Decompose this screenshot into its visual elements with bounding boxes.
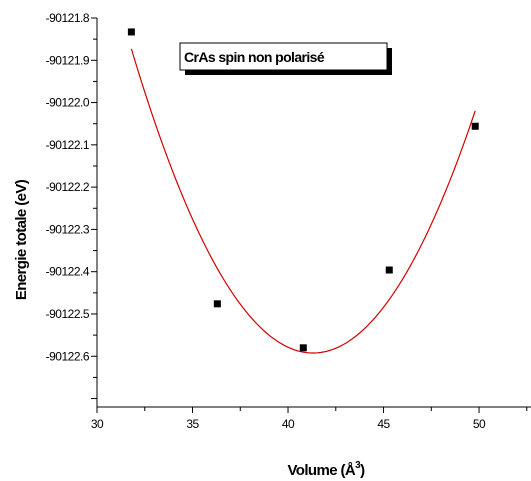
x-axis-title: Volume (Å3) bbox=[287, 460, 365, 479]
y-tick-label: -90122.0 bbox=[46, 96, 90, 110]
legend-box bbox=[179, 42, 388, 71]
x-tick-label: 30 bbox=[91, 417, 104, 431]
y-tick-label: -90122.3 bbox=[46, 222, 90, 236]
y-tick-label: -90122.1 bbox=[46, 138, 90, 152]
x-tick-label: 50 bbox=[473, 417, 486, 431]
x-tick-label: 45 bbox=[377, 417, 390, 431]
data-point-marker bbox=[127, 28, 135, 36]
y-tick-label: -90122.4 bbox=[46, 265, 90, 279]
axes: 30 35 40 45 50 -90121.8 -90121.9 -90122.0 -90122… bbox=[46, 11, 531, 431]
x-axis-title-superscript: 3 bbox=[355, 460, 361, 471]
legend: CrAs spin non polarisé bbox=[179, 42, 392, 75]
fit-curve-layer bbox=[130, 48, 476, 354]
data-point-marker bbox=[213, 300, 221, 308]
x-tick-label: 40 bbox=[282, 417, 295, 431]
data-point-marker bbox=[299, 344, 307, 352]
x-tick-label: 35 bbox=[186, 417, 199, 431]
data-point-marker bbox=[385, 266, 393, 274]
y-tick-label: -90122.6 bbox=[46, 349, 90, 363]
y-tick-label: -90122.5 bbox=[46, 307, 90, 321]
y-axis-title: Energie totale (eV) bbox=[13, 179, 30, 300]
legend-label: CrAs spin non polarisé bbox=[184, 49, 325, 65]
data-points bbox=[127, 28, 479, 352]
x-axis-title-main: Volume (Å bbox=[287, 462, 355, 479]
y-tick-label: -90122.2 bbox=[46, 180, 90, 194]
x-axis-title-close: ) bbox=[360, 462, 365, 479]
data-point-marker bbox=[471, 122, 479, 130]
fit-curve bbox=[130, 48, 476, 354]
y-tick-label: -90121.9 bbox=[46, 53, 90, 67]
y-tick-label: -90121.8 bbox=[46, 11, 90, 25]
